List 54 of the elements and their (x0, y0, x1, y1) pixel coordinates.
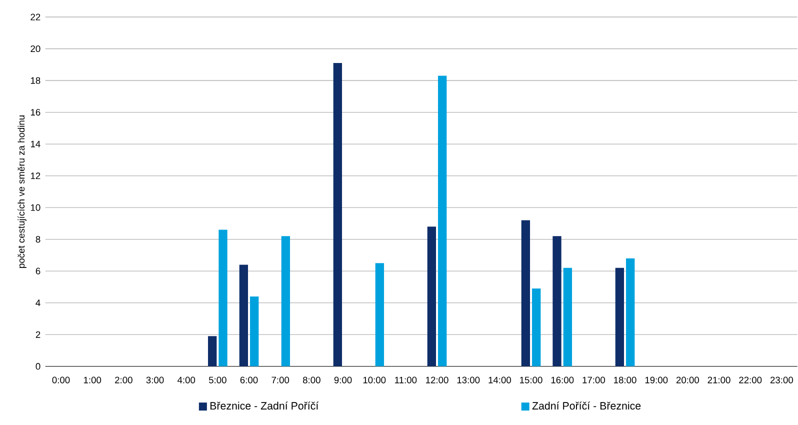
bar (438, 76, 447, 366)
x-tick-label: 15:00 (520, 376, 542, 384)
x-tick-label: 11:00 (395, 376, 417, 384)
x-tick-label: 3:00 (146, 376, 164, 384)
x-tick-label: 6:00 (240, 376, 258, 384)
y-tick-label: 10 (30, 204, 40, 211)
x-tick-label: 21:00 (708, 376, 730, 384)
x-tick-label: 16:00 (551, 376, 574, 384)
x-tick-label: 19:00 (645, 376, 668, 384)
x-tick-label: 9:00 (334, 376, 352, 384)
bar (532, 288, 541, 366)
x-tick-label: 0:00 (52, 376, 70, 384)
x-tick-label: 2:00 (115, 376, 132, 384)
x-tick-label: 8:00 (302, 376, 320, 384)
legend-label: Březnice - Zadní Poříčí (210, 402, 319, 410)
x-tick-label: 12:00 (426, 376, 448, 384)
x-tick-label: 14:00 (488, 376, 511, 384)
bar (218, 230, 228, 366)
y-tick-label: 0 (36, 363, 40, 370)
y-tick-label: 8 (36, 236, 40, 243)
bar (281, 236, 290, 366)
bar (521, 220, 530, 366)
x-tick-label: 5:00 (208, 376, 226, 384)
x-tick-label: 1:00 (84, 376, 102, 384)
y-tick-label: 18 (30, 77, 40, 84)
y-axis-title: počet cestujících ve směru za hodinu (18, 116, 26, 268)
legend-label: Zadní Poříčí - Březnice (532, 402, 641, 410)
bar (615, 268, 624, 366)
bar (626, 258, 635, 366)
x-tick-label: 4:00 (177, 376, 196, 384)
y-tick-label: 20 (30, 45, 40, 52)
x-tick-label: 18:00 (614, 376, 636, 384)
y-tick-label: 2 (36, 331, 40, 338)
y-tick-label: 22 (30, 14, 40, 20)
bar (333, 63, 342, 366)
x-tick-label: 22:00 (739, 376, 762, 384)
x-tick-label: 20:00 (676, 376, 699, 384)
x-tick-label: 23:00 (770, 376, 793, 384)
bar (239, 264, 248, 366)
x-tick-label: 10:00 (363, 376, 386, 384)
bar (552, 236, 562, 366)
bar (427, 226, 436, 366)
bar (208, 336, 217, 366)
y-tick-label: 14 (30, 140, 40, 148)
y-tick-label: 16 (30, 108, 40, 116)
y-tick-label: 12 (30, 172, 40, 180)
bar (563, 268, 572, 366)
x-tick-label: 17:00 (582, 376, 605, 384)
x-tick-label: 7:00 (272, 376, 290, 384)
bar (375, 263, 384, 366)
y-tick-label: 4 (36, 300, 40, 306)
bar (250, 296, 259, 366)
x-tick-label: 13:00 (457, 376, 480, 384)
y-tick-label: 6 (36, 268, 40, 274)
